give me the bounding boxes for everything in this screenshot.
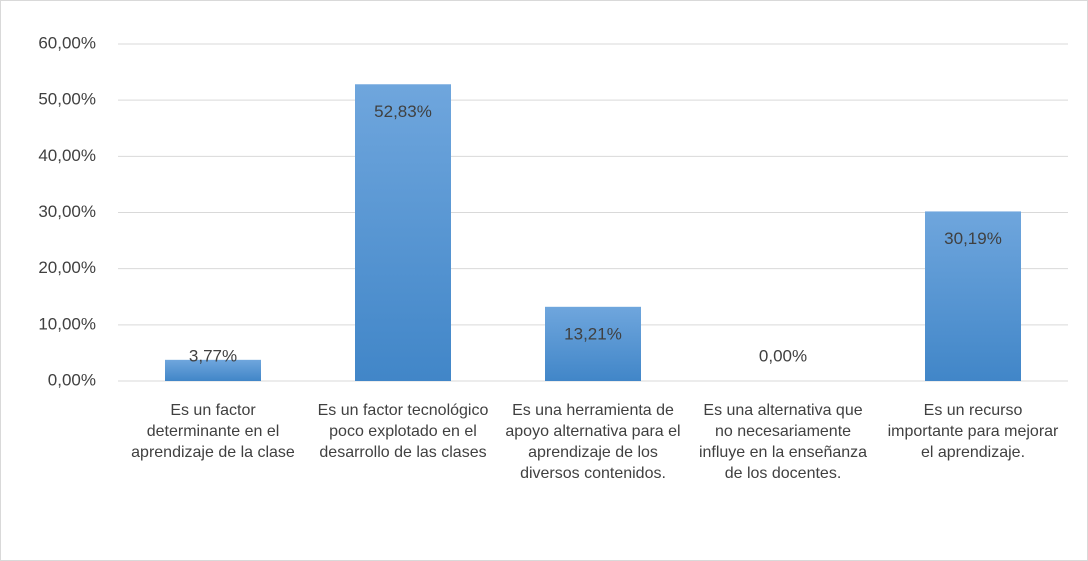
bar <box>355 84 451 382</box>
y-tick-label: 30,00% <box>38 202 96 221</box>
x-tick-label: Es un factor determinante en el aprendiz… <box>131 402 295 461</box>
bar <box>925 211 1021 381</box>
data-label: 30,19% <box>944 229 1002 248</box>
data-label: 0,00% <box>759 346 807 365</box>
y-tick-label: 50,00% <box>38 90 96 109</box>
x-tick-label: Es un recurso importante para mejorar el… <box>887 402 1059 461</box>
y-tick-label: 0,00% <box>48 370 96 389</box>
x-tick-label: Es una alternativa que no necesariamente… <box>698 402 868 482</box>
x-tick-label: Es una herramienta de apoyo alternativa … <box>505 402 681 482</box>
x-tick-label: Es un factor tecnológico poco explotado … <box>317 402 489 461</box>
y-tick-label: 20,00% <box>38 258 96 277</box>
bar <box>545 306 641 381</box>
bar <box>165 359 261 381</box>
y-tick-label: 60,00% <box>38 33 96 52</box>
data-label: 3,77% <box>189 346 237 365</box>
y-tick-label: 10,00% <box>38 314 96 333</box>
data-label: 13,21% <box>564 324 622 343</box>
y-tick-label: 40,00% <box>38 146 96 165</box>
data-label: 52,83% <box>374 102 432 121</box>
